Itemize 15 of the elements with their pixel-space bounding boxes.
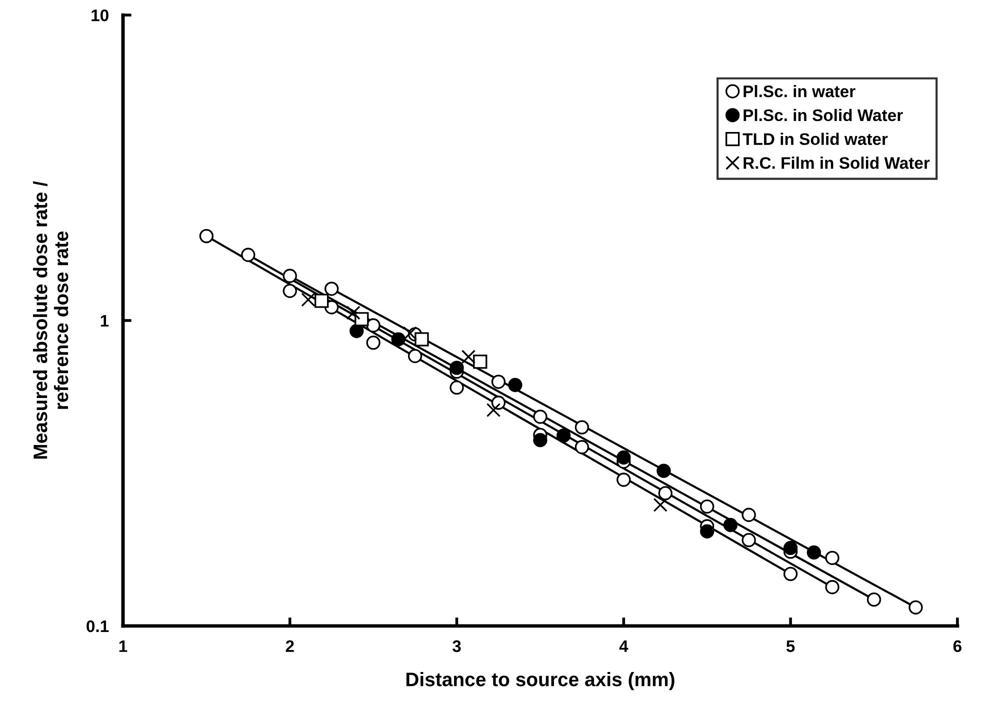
y-axis-title: Measured absolute dose rate / reference dose rate xyxy=(32,181,68,459)
y-tick-label: 10 xyxy=(92,9,108,22)
y-tick-label: 1 xyxy=(100,315,109,327)
legend-label: Pl.Sc. in water xyxy=(744,85,856,98)
x-tick-label: 3 xyxy=(452,640,461,652)
legend-label: TLD in Solid water xyxy=(742,132,888,146)
x-tick-label: 6 xyxy=(953,640,962,652)
legend-label: R.C. Film in Solid Water xyxy=(744,156,930,169)
x-axis-title: Distance to source axis (mm) xyxy=(406,672,674,690)
x-tick-label: 1 xyxy=(119,640,128,652)
y-tick-label: 0.1 xyxy=(86,620,109,632)
legend-label: Pl.Sc. in Solid Water xyxy=(744,108,903,122)
x-tick-label: 5 xyxy=(786,640,795,652)
x-tick-label: 4 xyxy=(619,640,628,652)
x-tick-label: 2 xyxy=(286,640,294,652)
